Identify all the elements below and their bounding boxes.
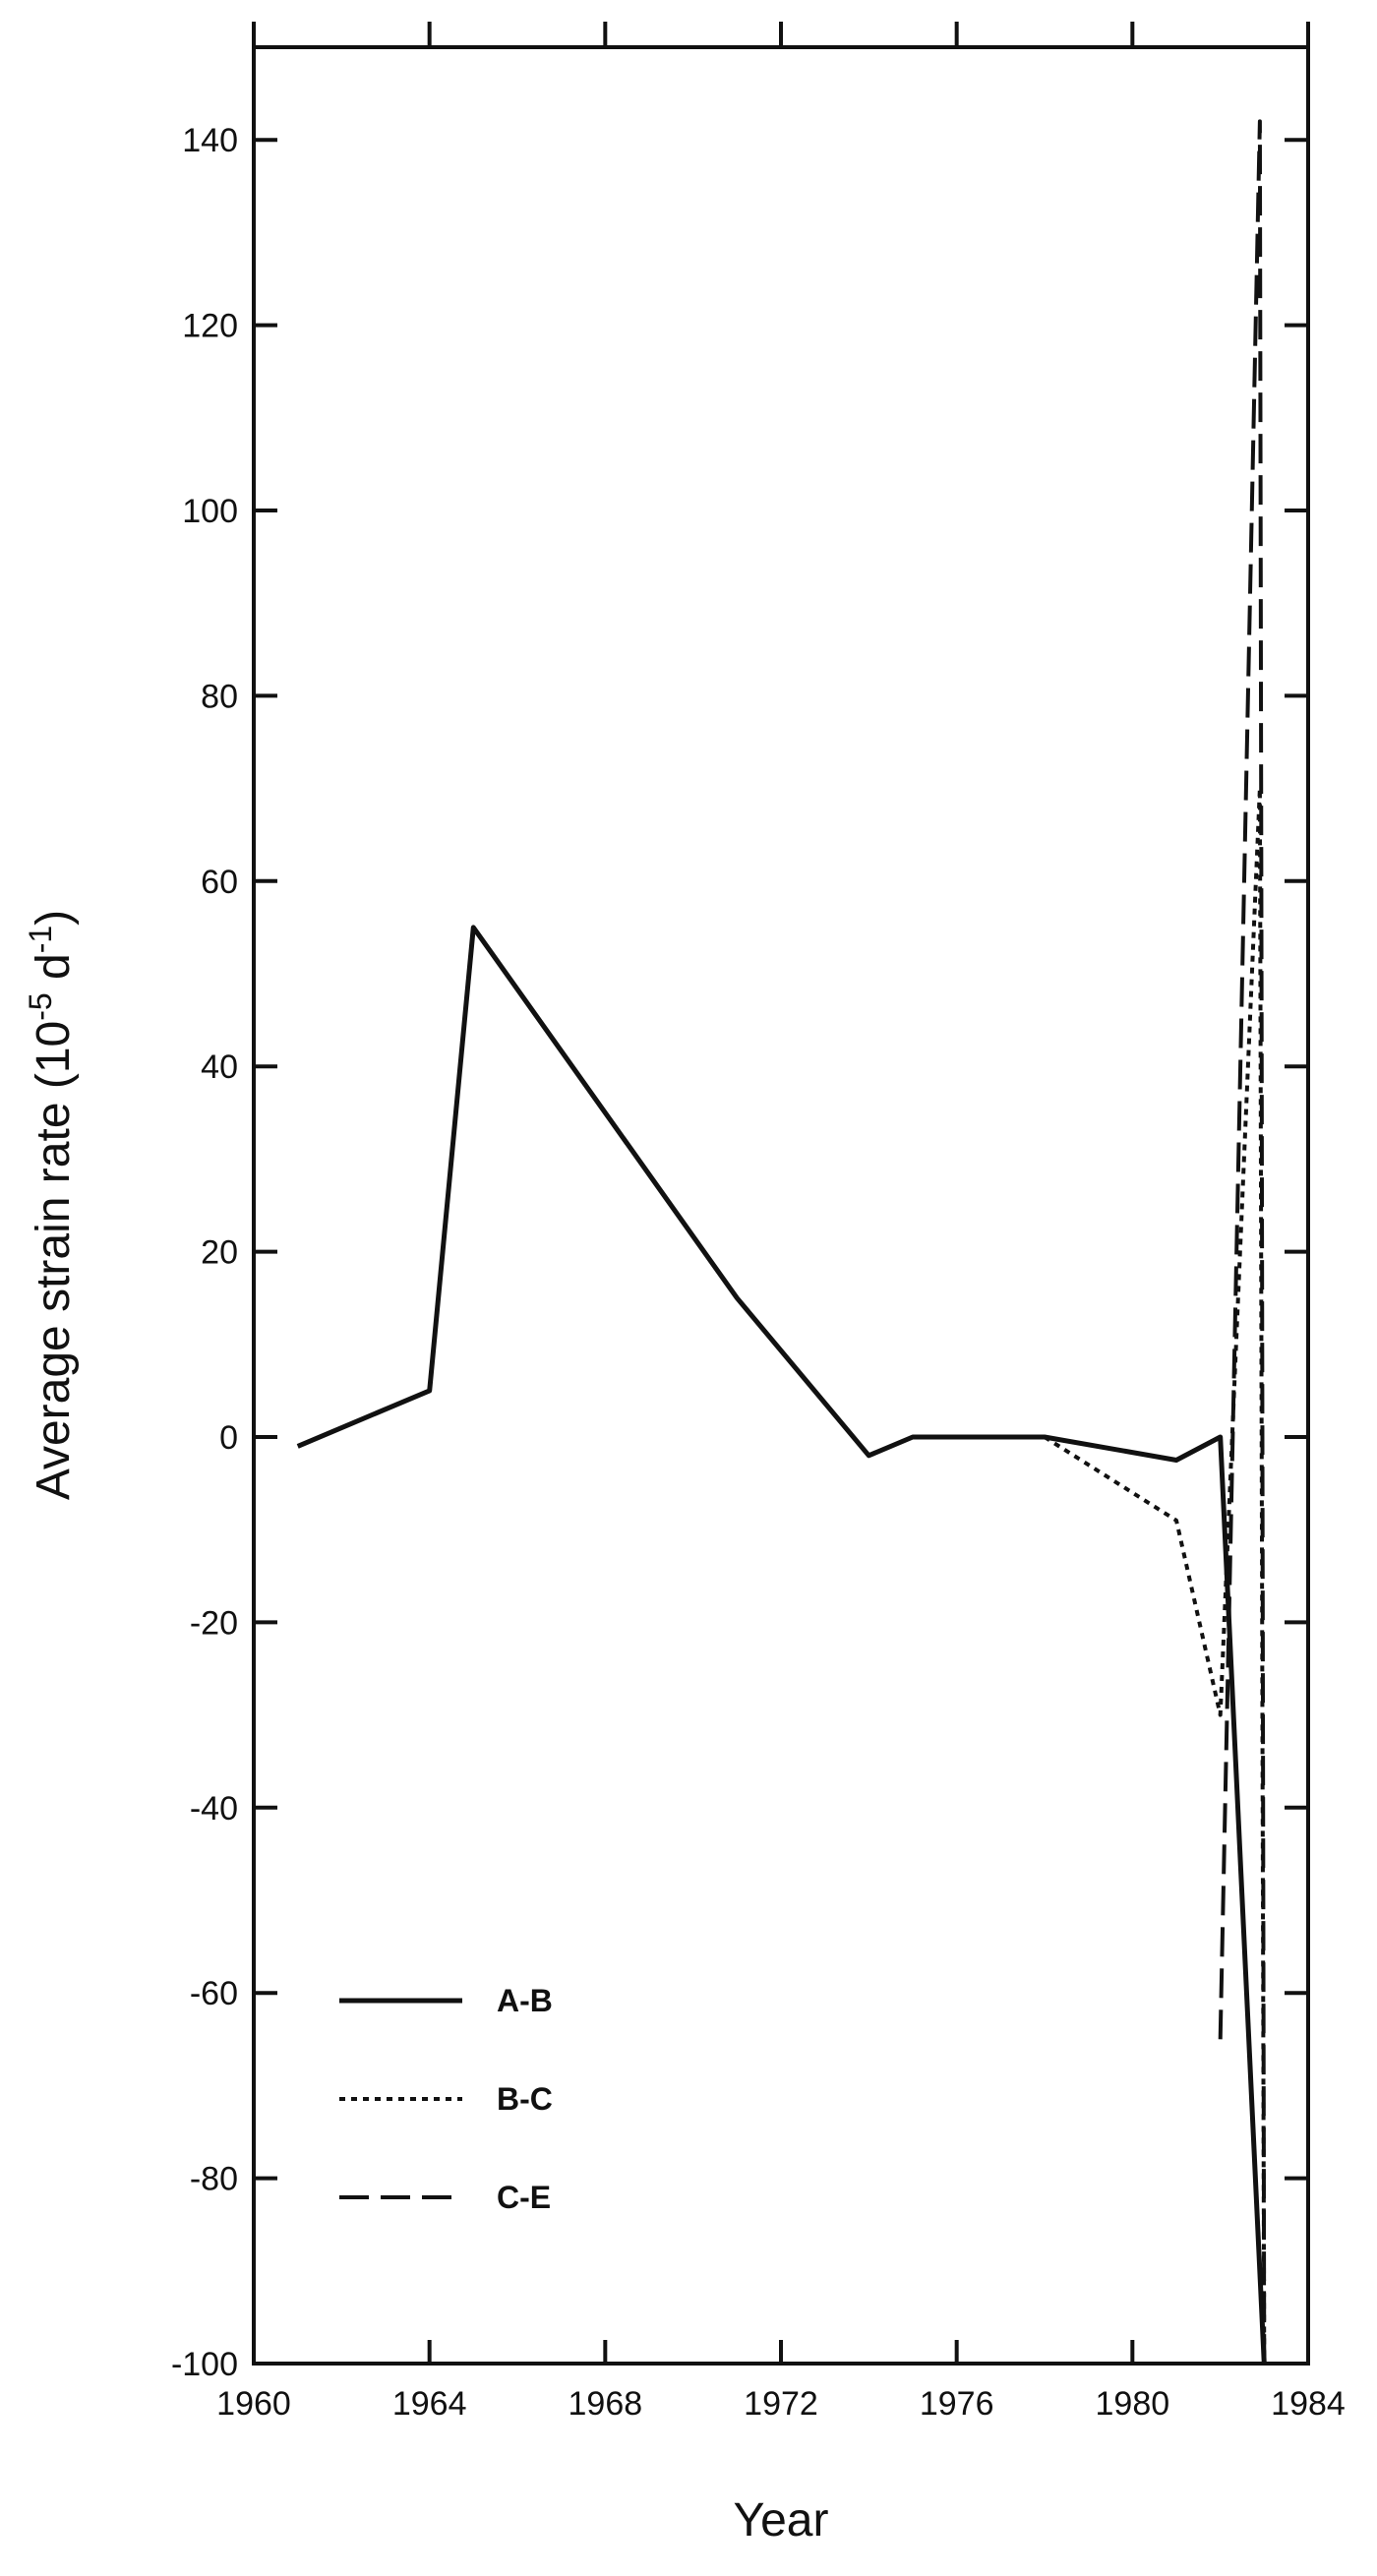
x-tick-label: 1984 <box>1271 2385 1346 2423</box>
x-tick-label: 1972 <box>744 2385 818 2423</box>
series-line-a-b <box>296 925 1267 2365</box>
y-tick-label: -40 <box>190 1790 238 1827</box>
y-axis-title-exponent: -5 <box>23 992 58 1020</box>
y-tick-label: 0 <box>219 1419 238 1457</box>
y-tick-label: 20 <box>201 1234 238 1272</box>
legend-label-a-b: A-B <box>497 1983 553 2018</box>
x-tick-label: 1976 <box>920 2385 994 2423</box>
legend-label-b-c: B-C <box>497 2081 553 2117</box>
x-tick-label: 1968 <box>569 2385 643 2423</box>
y-tick-label: -20 <box>190 1604 238 1642</box>
data-series <box>296 119 1267 2365</box>
x-tick-label: 1964 <box>392 2385 467 2423</box>
axis-tick-labels: 1960 1964 1968 1972 1976 1980 1984 -100 -80 -60 -4… <box>171 122 1346 2423</box>
series-line-c-e <box>1218 119 1267 2365</box>
y-axis-title-unit-exponent: -1 <box>23 926 58 953</box>
y-tick-label: 100 <box>182 493 238 530</box>
y-axis-title: Average strain rate (10-5 d-1) <box>23 910 80 1500</box>
y-tick-label: 140 <box>182 122 238 159</box>
x-tick-label: 1980 <box>1096 2385 1170 2423</box>
plot-frame <box>252 45 1310 2366</box>
x-tick-label: 1960 <box>216 2385 291 2423</box>
legend: A-B B-C C-E <box>339 1983 553 2215</box>
y-tick-label: -100 <box>171 2346 238 2383</box>
legend-label-c-e: C-E <box>497 2180 551 2215</box>
y-tick-label: -80 <box>190 2161 238 2198</box>
y-tick-label: 60 <box>201 864 238 901</box>
y-tick-label: -60 <box>190 1975 238 2012</box>
axis-ticks <box>252 22 1310 2366</box>
x-axis-title: Year <box>734 2494 829 2546</box>
y-tick-label: 40 <box>201 1048 238 1086</box>
y-tick-label: 120 <box>182 308 238 345</box>
y-tick-label: 80 <box>201 678 238 715</box>
